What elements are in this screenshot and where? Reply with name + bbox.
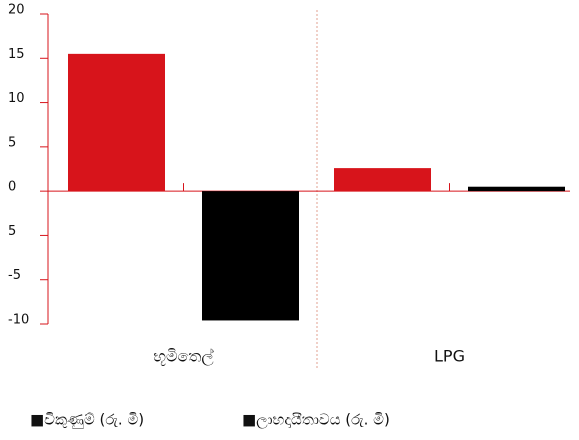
bar [68, 53, 165, 192]
legend-entry: ■ලාභදායීතාවය (රු. මි) [242, 411, 390, 429]
bar [468, 186, 565, 192]
bar [334, 168, 431, 192]
legend-entry: ■විකුණුම් (රු. මි) [30, 411, 144, 430]
y-tick-label: 20 [8, 3, 25, 18]
y-tick-label: -5 [8, 268, 21, 283]
y-tick-label: 5 [8, 135, 16, 150]
y-tick-label: -10 [8, 313, 29, 328]
y-tick-label: 0 [8, 180, 16, 195]
bar [202, 191, 299, 321]
y-tick-label: 10 [8, 91, 25, 106]
x-tick-label: LPG [434, 347, 465, 366]
x-tick-label: භූමිතෙල් [153, 347, 213, 367]
y-tick-label: 15 [8, 47, 25, 62]
y-tick-label: 5 [8, 224, 16, 239]
